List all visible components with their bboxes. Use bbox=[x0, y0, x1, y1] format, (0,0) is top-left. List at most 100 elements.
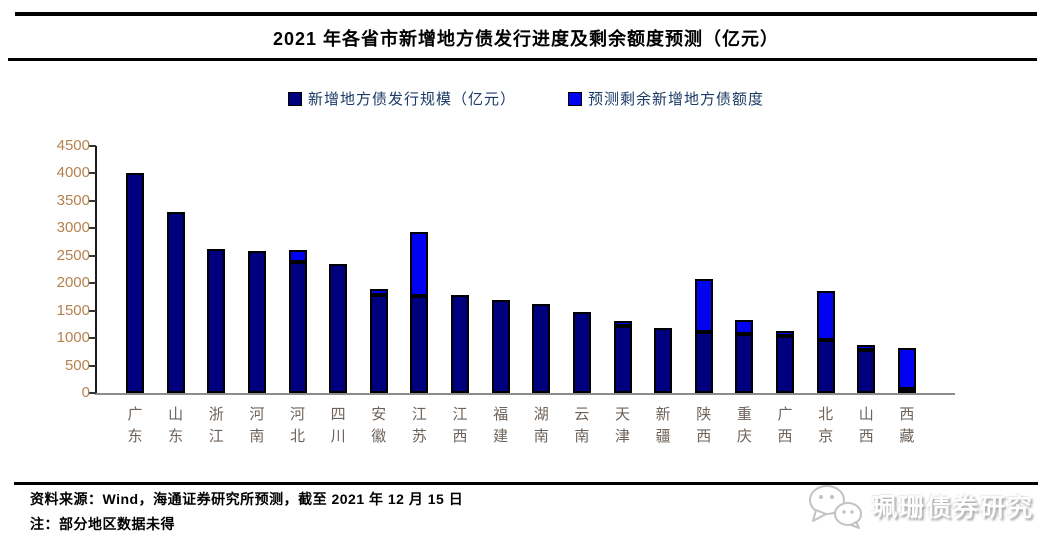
bar-group bbox=[359, 146, 399, 393]
bar-segment-issued bbox=[288, 262, 307, 393]
x-axis-tick-label: 重庆 bbox=[736, 406, 752, 445]
x-axis-tick-label: 湖南 bbox=[533, 406, 549, 445]
chart-legend: 新增地方债发行规模（亿元） 预测剩余新增地方债额度 bbox=[0, 88, 1052, 109]
bar-segment-issued bbox=[126, 173, 144, 393]
bar-group bbox=[318, 146, 358, 393]
bar-group bbox=[724, 146, 764, 393]
watermark-text: 珮珊债券研究 bbox=[871, 494, 1034, 522]
x-axis-tick-label: 广西 bbox=[777, 406, 793, 445]
bar-segment-forecast bbox=[897, 348, 916, 389]
bar-segment-forecast bbox=[288, 250, 307, 262]
bar-group bbox=[887, 146, 927, 393]
y-axis-tick bbox=[88, 172, 96, 175]
data-note: 注：部分地区数据未得 bbox=[30, 516, 175, 532]
bar-segment-issued bbox=[532, 304, 551, 393]
bar-segment-issued bbox=[654, 328, 673, 393]
bar-segment-issued bbox=[369, 295, 388, 393]
y-axis-tick-label: 2000 bbox=[56, 274, 90, 292]
x-axis-tick-label: 河北 bbox=[289, 406, 305, 445]
bar-segment-forecast bbox=[816, 291, 835, 340]
bar-group bbox=[278, 146, 318, 393]
y-axis-tick bbox=[88, 364, 96, 367]
x-axis-tick-label: 江苏 bbox=[411, 406, 427, 445]
y-axis-tick bbox=[88, 392, 96, 394]
y-axis-tick bbox=[88, 282, 96, 285]
y-axis-tick bbox=[88, 227, 96, 230]
bar-group bbox=[481, 146, 521, 393]
x-axis-tick-label: 福建 bbox=[493, 406, 509, 445]
bar-segment-issued bbox=[897, 389, 916, 393]
bar-segment-forecast bbox=[410, 232, 429, 296]
x-axis-tick-label: 山东 bbox=[168, 406, 184, 445]
y-axis-tick bbox=[88, 309, 96, 312]
y-axis-tick-label: 500 bbox=[64, 356, 90, 374]
y-axis-tick bbox=[88, 254, 96, 257]
bar-group bbox=[196, 146, 236, 393]
x-axis-tick-label: 北京 bbox=[818, 406, 834, 445]
x-axis-tick-label: 新疆 bbox=[655, 406, 671, 445]
y-axis-tick-label: 4500 bbox=[56, 137, 90, 154]
title-divider bbox=[8, 58, 1037, 61]
bar-group bbox=[440, 146, 480, 393]
y-axis-tick-label: 2500 bbox=[56, 246, 90, 264]
y-axis-tick bbox=[88, 337, 96, 340]
bar-group bbox=[765, 146, 805, 393]
bar-segment-forecast bbox=[857, 345, 876, 350]
bar-group bbox=[237, 146, 277, 393]
bar-segment-issued bbox=[247, 251, 266, 393]
legend-swatch-forecast bbox=[568, 91, 582, 106]
bar-segment-forecast bbox=[694, 279, 713, 332]
x-axis-tick-label: 天津 bbox=[614, 406, 630, 445]
bar-group bbox=[806, 146, 846, 393]
x-axis-tick-label: 西藏 bbox=[899, 406, 915, 445]
plot-area bbox=[88, 145, 955, 395]
x-axis-tick-label: 浙江 bbox=[208, 406, 224, 445]
legend-label-issued: 新增地方债发行规模（亿元） bbox=[307, 91, 516, 108]
bar-segment-issued bbox=[491, 300, 510, 393]
bar-segment-issued bbox=[816, 340, 835, 393]
bar-segment-issued bbox=[207, 249, 226, 393]
y-axis-tick bbox=[88, 145, 96, 147]
bar-group bbox=[521, 146, 561, 393]
source-note: 资料来源：Wind，海通证券研究所预测，截至 2021 年 12 月 15 日 bbox=[30, 491, 464, 507]
wechat-icon bbox=[808, 485, 862, 529]
bar-series bbox=[115, 146, 927, 393]
x-axis-tick-label: 江西 bbox=[452, 406, 468, 445]
bar-segment-forecast bbox=[369, 289, 388, 295]
x-axis-line bbox=[95, 393, 955, 395]
legend-swatch-issued bbox=[287, 91, 302, 106]
bar-segment-issued bbox=[329, 264, 348, 393]
bar-segment-issued bbox=[613, 326, 632, 393]
top-divider bbox=[15, 12, 1037, 16]
bar-segment-issued bbox=[451, 295, 469, 393]
brand-watermark: 珮珊债券研究 bbox=[806, 483, 1034, 529]
bar-segment-issued bbox=[410, 296, 429, 393]
bar-segment-forecast bbox=[776, 331, 794, 336]
bar-segment-forecast bbox=[613, 321, 632, 326]
y-axis-tick-label: 3000 bbox=[56, 219, 90, 237]
y-axis-tick-label: 3500 bbox=[56, 191, 90, 209]
bar-group bbox=[399, 146, 439, 393]
x-axis-tick-label: 广东 bbox=[127, 406, 143, 445]
y-axis-tick-label: 1000 bbox=[56, 329, 90, 347]
legend-item-forecast: 预测剩余新增地方债额度 bbox=[568, 88, 764, 109]
x-axis-tick-label: 河南 bbox=[249, 406, 265, 445]
bar-group bbox=[562, 146, 602, 393]
x-axis-tick-label: 四川 bbox=[330, 406, 346, 445]
x-axis-tick-label: 云南 bbox=[574, 406, 590, 445]
x-axis-labels: 广东山东浙江河南河北四川安徽江苏江西福建湖南云南天津新疆陕西重庆广西北京山西西藏 bbox=[115, 404, 927, 448]
bar-group bbox=[684, 146, 724, 393]
bar-segment-issued bbox=[694, 332, 713, 393]
y-axis-tick-label: 0 bbox=[81, 384, 90, 401]
y-axis-tick bbox=[88, 199, 96, 202]
bar-segment-issued bbox=[166, 212, 185, 393]
x-axis-tick-label: 山西 bbox=[858, 406, 874, 445]
y-axis-tick-label: 1500 bbox=[56, 301, 90, 319]
x-axis-tick-label: 陕西 bbox=[696, 406, 712, 445]
y-axis-line bbox=[95, 146, 97, 395]
bar-segment-issued bbox=[776, 336, 794, 393]
bar-group bbox=[603, 146, 643, 393]
bar-segment-forecast bbox=[735, 320, 754, 334]
bar-group bbox=[846, 146, 886, 393]
